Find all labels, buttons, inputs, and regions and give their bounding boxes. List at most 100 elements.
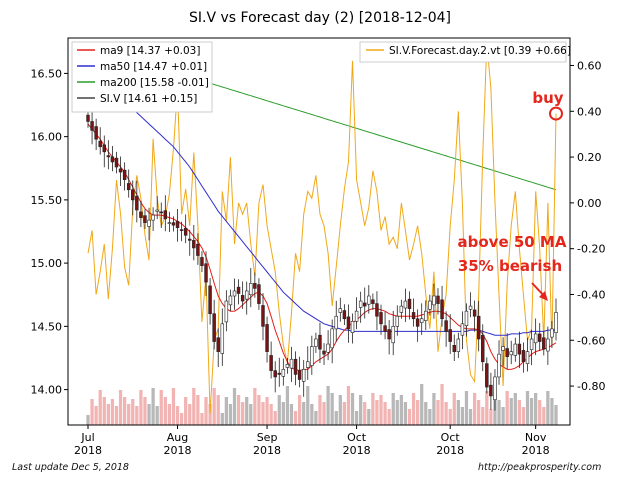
volume-bar: [241, 402, 245, 425]
x-tick-year-label: 2018: [343, 444, 371, 457]
candle-body: [147, 219, 151, 227]
volume-bar: [513, 393, 517, 425]
candle-body: [159, 211, 163, 214]
volume-bar: [220, 413, 224, 425]
volume-bar: [529, 398, 534, 425]
candle-body: [529, 338, 534, 351]
volume-bar: [326, 386, 330, 425]
candle-body: [509, 351, 513, 356]
right-y-tick-label: 0.60: [577, 59, 602, 72]
candle-body: [297, 370, 302, 380]
candle-body: [334, 315, 338, 330]
candle-body: [253, 283, 257, 289]
volume-bar: [147, 404, 151, 425]
buy-annotation: buy: [532, 89, 563, 107]
candle-body: [188, 238, 192, 241]
volume-bar: [489, 409, 493, 425]
volume-bar: [228, 404, 233, 425]
volume-bar: [277, 395, 281, 425]
volume-bar: [208, 404, 212, 425]
candle-body: [350, 320, 355, 333]
candle-body: [179, 229, 184, 231]
candle-body: [204, 263, 208, 283]
candle-body: [220, 323, 225, 354]
volume-bar: [542, 407, 546, 425]
volume-bar: [118, 390, 123, 425]
volume-bar: [289, 404, 294, 425]
volume-bar: [395, 400, 399, 425]
candle-body: [131, 189, 135, 201]
volume-bar: [436, 400, 440, 425]
volume-bar: [114, 406, 119, 425]
volume-bar: [90, 399, 94, 425]
candle-body: [342, 310, 347, 320]
candle-body: [322, 350, 326, 355]
volume-bar: [383, 402, 387, 425]
volume-bar: [375, 400, 379, 425]
candle-body: [448, 329, 452, 342]
candle-body: [273, 370, 277, 378]
left-y-tick-label: 14.00: [31, 384, 63, 397]
candle-body: [444, 320, 448, 332]
candle-body: [383, 325, 387, 332]
candle-body: [289, 358, 294, 369]
legend-right-box: [359, 41, 567, 63]
candle-body: [363, 302, 367, 307]
candle-body: [232, 290, 237, 297]
volume-bar: [350, 393, 355, 425]
volume-bar: [310, 404, 314, 425]
candle-body: [468, 305, 473, 310]
candle-body: [546, 338, 550, 352]
candle-body: [306, 361, 310, 368]
volume-bar: [387, 409, 391, 425]
x-tick-label: Sep: [257, 431, 278, 444]
volume-bar: [322, 402, 326, 425]
candle-body: [163, 210, 168, 220]
volume-bar: [86, 415, 90, 425]
candles-layer: [86, 108, 558, 411]
volume-bar: [245, 397, 249, 425]
ma-note-line2: 35% bearish: [458, 257, 562, 275]
volume-bar: [420, 384, 424, 425]
candle-body: [452, 345, 456, 352]
volume-bar: [546, 391, 550, 425]
candle-body: [525, 351, 530, 364]
chart-title: SI.V vs Forecast day (2) [2018-12-04]: [189, 10, 451, 26]
candle-body: [240, 295, 245, 302]
volume-bar: [432, 393, 436, 425]
right-y-tick-label: -0.40: [577, 288, 605, 301]
x-tick-label: Jul: [80, 431, 94, 444]
volume-bar: [110, 399, 115, 425]
candle-body: [110, 156, 115, 163]
candle-body: [318, 334, 322, 350]
candle-body: [489, 384, 493, 397]
candle-body: [456, 338, 461, 352]
volume-bar: [196, 395, 200, 425]
volume-bar: [354, 411, 359, 425]
candle-body: [440, 299, 444, 320]
volume-bar: [167, 404, 172, 425]
right-y-tick-label: 0.20: [577, 151, 602, 164]
left-y-tick-label: 14.50: [31, 320, 63, 333]
candle-body: [493, 376, 497, 401]
volume-bar: [485, 391, 489, 425]
volume-bar: [517, 400, 522, 425]
candle-body: [261, 305, 265, 327]
candle-body: [257, 284, 261, 304]
buy-marker-circle: [549, 106, 563, 121]
volume-bar: [253, 388, 257, 425]
volume-bar: [334, 411, 338, 425]
candle-body: [301, 369, 306, 382]
volume-bar: [554, 405, 558, 425]
moving-average-layer: [87, 85, 557, 372]
volume-bar: [346, 386, 351, 425]
candle-body: [114, 157, 119, 168]
x-tick-year-label: 2018: [436, 444, 464, 457]
candle-body: [228, 295, 233, 306]
volume-bar: [98, 390, 102, 425]
legend-left-label: ma50 [14.47 +0.01]: [100, 61, 207, 73]
volume-bar: [143, 397, 147, 425]
volume-bar: [456, 400, 460, 425]
volume-bar: [232, 388, 237, 425]
volume-bar: [472, 393, 477, 425]
